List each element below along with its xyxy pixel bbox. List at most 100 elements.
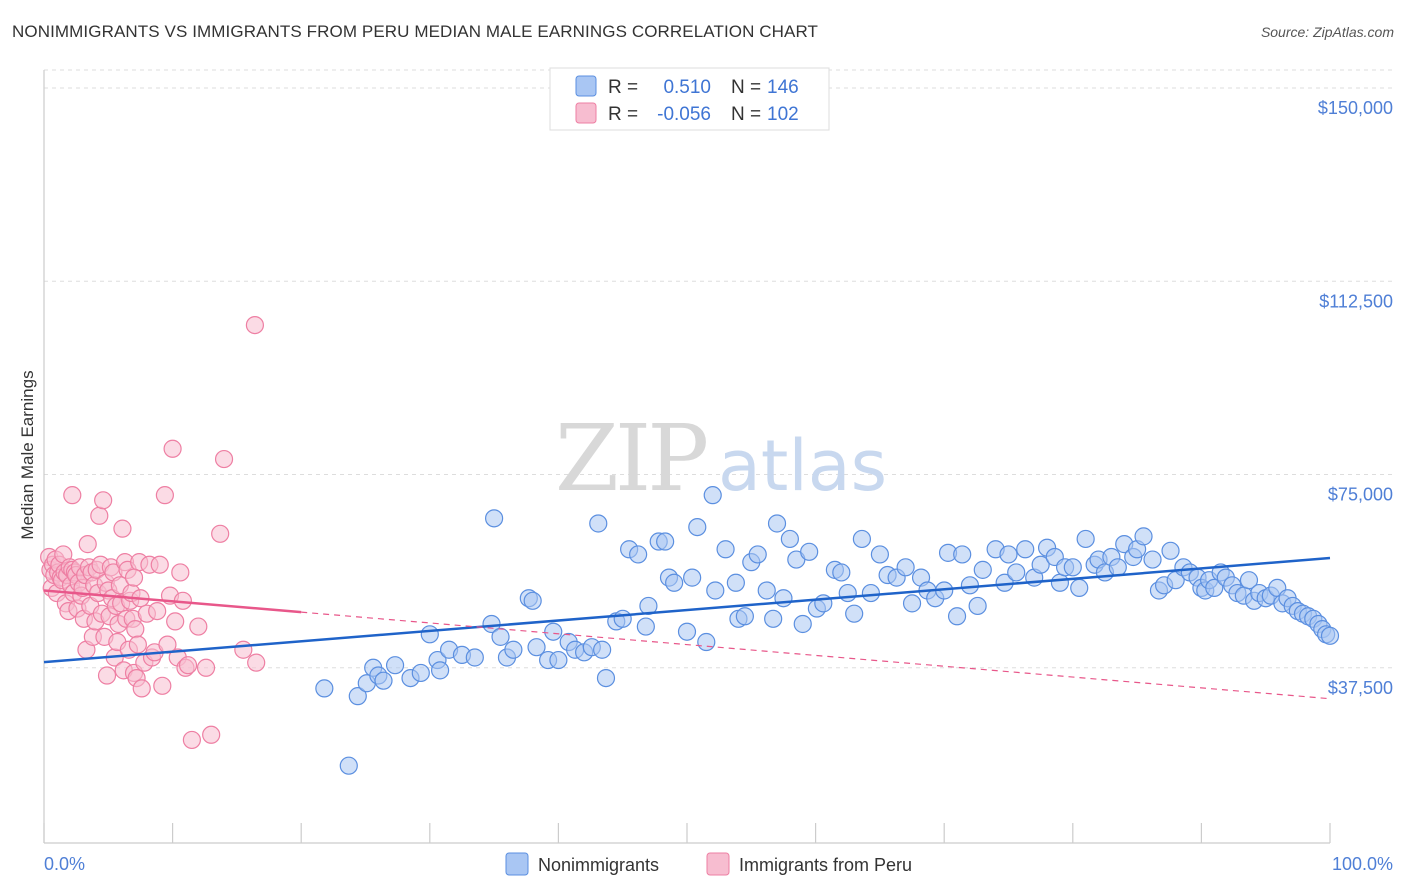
legend-n-value-1: 146 xyxy=(767,77,799,98)
peru-point-81 xyxy=(155,486,174,505)
peru-point-30 xyxy=(78,535,97,554)
trend-line-nonimmigrants xyxy=(43,556,1331,664)
nonimmigrant-point-37 xyxy=(629,545,648,564)
y-tick-label-112500: $112,500 xyxy=(1319,291,1393,311)
legend-n-label-1: N = xyxy=(731,77,761,98)
legend-n-value-2: 102 xyxy=(767,104,799,125)
nonimmigrant-point-59 xyxy=(774,589,793,608)
x-axis-ticks xyxy=(43,823,1331,843)
peru-point-101 xyxy=(124,568,144,587)
watermark: ZIP atlas xyxy=(555,405,887,512)
peru-point-67 xyxy=(126,620,145,639)
nonimmigrant-point-57 xyxy=(764,609,783,628)
nonimmigrant-point-62 xyxy=(793,614,812,634)
nonimmigrant-point-43 xyxy=(665,573,684,592)
nonimmigrant-point-99 xyxy=(1070,578,1089,598)
axes xyxy=(43,70,1331,844)
x-tick-label-min: 0.0% xyxy=(44,854,85,874)
nonimmigrant-point-20 xyxy=(504,640,523,659)
series-legend: Nonimmigrants Immigrants from Peru xyxy=(505,852,912,876)
nonimmigrant-point-91 xyxy=(1016,540,1035,559)
nonimmigrant-point-47 xyxy=(697,632,716,652)
nonimmigrant-point-96 xyxy=(1050,573,1070,592)
nonimmigrant-point-90 xyxy=(1007,563,1026,582)
bottom-legend-label-nonimmigrants: Nonimmigrants xyxy=(538,855,659,875)
nonimmigrant-point-86 xyxy=(973,560,992,579)
peru-point-42 xyxy=(94,491,113,510)
nonimmigrant-point-56 xyxy=(757,581,776,600)
nonimmigrant-point-75 xyxy=(896,558,915,577)
y-axis-title: Median Male Earnings xyxy=(18,370,37,539)
nonimmigrant-point-46 xyxy=(688,518,707,537)
legend-swatch-nonimmigrants xyxy=(575,75,597,97)
bottom-legend-swatch-nonimmigrants xyxy=(505,852,529,876)
peru-point-78 xyxy=(148,601,167,621)
nonimmigrant-point-72 xyxy=(870,545,890,564)
nonimmigrant-point-55 xyxy=(748,545,767,564)
nonimmigrant-point-70 xyxy=(852,529,871,549)
nonimmigrant-point-41 xyxy=(656,532,675,551)
y-tick-label-37500: $37,500 xyxy=(1328,678,1393,698)
peru-point-93 xyxy=(196,658,216,677)
peru-point-96 xyxy=(214,449,234,469)
nonimmigrant-point-49 xyxy=(706,581,725,600)
nonimmigrant-point-89 xyxy=(999,545,1018,564)
nonimmigrant-point-32 xyxy=(593,640,612,659)
bottom-legend-swatch-peru xyxy=(706,852,730,876)
nonimmigrant-point-113 xyxy=(1161,541,1180,560)
nonimmigrant-point-9 xyxy=(411,663,430,683)
bottom-legend-label-peru: Immigrants from Peru xyxy=(739,855,912,875)
nonimmigrant-point-69 xyxy=(845,604,864,623)
nonimmigrant-point-63 xyxy=(800,542,819,561)
nonimmigrant-point-2 xyxy=(348,687,367,706)
nonimmigrant-point-53 xyxy=(735,607,754,626)
nonimmigrant-point-15 xyxy=(465,648,484,667)
stats-legend: R = 0.510 N = 146 R = -0.056 N = 102 xyxy=(549,67,830,131)
peru-point-94 xyxy=(202,725,221,744)
nonimmigrant-point-98 xyxy=(1063,558,1082,577)
peru-point-92 xyxy=(189,617,208,636)
nonimmigrant-point-18 xyxy=(491,627,510,646)
legend-r-value-1: 0.510 xyxy=(663,77,711,98)
chart-source: Source: ZipAtlas.com xyxy=(1260,24,1394,40)
nonimmigrant-point-68 xyxy=(838,583,857,603)
nonimmigrant-point-58 xyxy=(767,514,787,533)
peru-point-91 xyxy=(182,730,201,750)
nonimmigrant-point-0 xyxy=(315,679,334,698)
nonimmigrant-point-44 xyxy=(677,622,697,641)
nonimmigrant-point-84 xyxy=(960,576,980,595)
peru-point-72 xyxy=(132,679,151,698)
nonimmigrant-point-100 xyxy=(1076,529,1095,549)
peru-point-98 xyxy=(247,653,266,672)
trend-line-peru-extension xyxy=(301,611,1331,700)
series-immigrants-from-peru-points xyxy=(40,315,266,750)
legend-r-label-2: R = xyxy=(608,104,638,125)
nonimmigrant-point-51 xyxy=(726,573,745,592)
nonimmigrant-point-39 xyxy=(639,596,658,616)
nonimmigrant-point-76 xyxy=(902,594,922,613)
nonimmigrant-point-67 xyxy=(832,563,851,582)
nonimmigrant-point-60 xyxy=(780,529,799,549)
nonimmigrant-point-23 xyxy=(527,638,546,657)
y-tick-label-75000: $75,000 xyxy=(1328,485,1393,505)
peru-point-57 xyxy=(113,519,132,538)
peru-point-69 xyxy=(128,635,147,654)
y-tick-labels: $37,500 $75,000 $112,500 $150,000 xyxy=(1318,98,1393,698)
nonimmigrant-point-38 xyxy=(636,617,655,636)
peru-point-39 xyxy=(90,506,109,525)
peru-point-84 xyxy=(163,439,182,458)
nonimmigrant-point-33 xyxy=(596,668,616,688)
peru-point-95 xyxy=(211,524,230,543)
peru-point-87 xyxy=(171,563,190,582)
peru-point-97 xyxy=(234,640,253,659)
nonimmigrant-point-17 xyxy=(485,509,504,528)
nonimmigrant-point-93 xyxy=(1031,555,1050,574)
trend-lines xyxy=(43,556,1331,700)
watermark-atlas: atlas xyxy=(718,425,887,507)
peru-point-100 xyxy=(63,486,82,505)
nonimmigrant-point-121 xyxy=(1205,578,1224,598)
nonimmigrant-point-6 xyxy=(374,671,393,690)
nonimmigrant-point-48 xyxy=(703,486,722,505)
nonimmigrant-point-50 xyxy=(716,540,735,559)
